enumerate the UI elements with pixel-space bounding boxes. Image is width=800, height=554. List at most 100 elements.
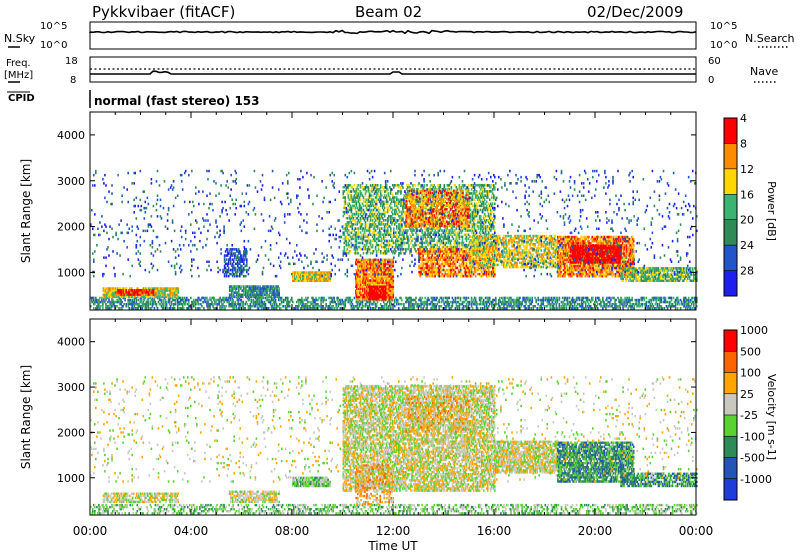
- heatmap-cell: [410, 236, 412, 239]
- heatmap-cell: [421, 229, 423, 232]
- heatmap-cell: [227, 248, 229, 251]
- heatmap-cell: [513, 299, 515, 302]
- heatmap-cell: [243, 301, 245, 304]
- heatmap-cell: [423, 184, 425, 187]
- heatmap-cell: [373, 250, 375, 253]
- heatmap-cell: [399, 211, 401, 214]
- heatmap-cell: [673, 297, 675, 300]
- nsky-tick-bottom: 10^0: [40, 40, 67, 51]
- heatmap-cell: [677, 307, 679, 310]
- heatmap-cell: [166, 301, 168, 304]
- heatmap-cell: [530, 307, 532, 310]
- heatmap-cell: [412, 238, 414, 241]
- heatmap-cell: [642, 303, 644, 306]
- heatmap-cell: [344, 190, 346, 193]
- heatmap-cell: [201, 305, 203, 308]
- heatmap-cell: [237, 275, 239, 278]
- heatmap-cell: [398, 307, 400, 310]
- heatmap-cell: [557, 297, 559, 300]
- heatmap-cell: [398, 184, 400, 187]
- heatmap-cell: [380, 184, 382, 187]
- heatmap-cell: [125, 289, 127, 292]
- heatmap-cell: [583, 297, 585, 300]
- heatmap-cell: [199, 307, 201, 310]
- heatmap-cell: [535, 299, 537, 302]
- heatmap-cell: [379, 209, 381, 212]
- heatmap-cell: [153, 289, 155, 292]
- heatmap-cell: [387, 188, 389, 191]
- heatmap-cell: [499, 297, 501, 300]
- heatmap-cell: [318, 297, 320, 300]
- heatmap-cell: [322, 305, 324, 308]
- heatmap-cell: [592, 297, 594, 300]
- heatmap-cell: [562, 297, 564, 300]
- heatmap-cell: [358, 184, 360, 187]
- heatmap-cell: [592, 307, 594, 310]
- plot-title: Pykkvibaer (fitACF): [92, 3, 235, 21]
- heatmap-cell: [372, 244, 374, 247]
- heatmap-cell: [391, 234, 393, 237]
- heatmap-cell: [662, 307, 664, 310]
- heatmap-cell: [366, 223, 368, 226]
- heatmap-cell: [349, 240, 351, 243]
- heatmap-cell: [542, 307, 544, 310]
- heatmap-cell: [354, 184, 356, 187]
- heatmap-cell: [496, 303, 498, 306]
- heatmap-cell: [280, 307, 282, 310]
- heatmap-cell: [375, 229, 377, 232]
- heatmap-cell: [475, 297, 477, 300]
- heatmap-cell: [245, 307, 247, 310]
- heatmap-cell: [105, 303, 107, 306]
- heatmap-cell: [406, 307, 408, 310]
- heatmap-cell: [579, 297, 581, 300]
- heatmap-cell: [397, 299, 399, 302]
- heatmap-cell: [401, 303, 403, 306]
- heatmap-cell: [377, 301, 379, 304]
- heatmap-cell: [225, 305, 227, 308]
- heatmap-cell: [554, 307, 556, 310]
- heatmap-cell: [385, 286, 387, 289]
- nsky-label: N.Sky: [4, 32, 36, 45]
- heatmap-cell: [602, 297, 604, 300]
- heatmap-cell: [436, 297, 438, 300]
- heatmap-cell: [680, 307, 682, 310]
- heatmap-cell: [393, 242, 395, 245]
- heatmap-cell: [177, 287, 179, 290]
- heatmap-cell: [395, 250, 397, 253]
- heatmap-cell: [203, 307, 205, 310]
- heatmap-cell: [118, 307, 120, 310]
- heatmap-cell: [307, 297, 309, 300]
- heatmap-cell: [352, 213, 354, 216]
- heatmap-cell: [275, 299, 277, 302]
- heatmap-cell: [396, 225, 398, 228]
- heatmap-cell: [631, 297, 633, 300]
- heatmap-cell: [407, 229, 409, 232]
- heatmap-cell: [597, 303, 599, 306]
- heatmap-cell: [278, 287, 280, 290]
- heatmap-cell: [615, 299, 617, 302]
- heatmap-cell: [234, 301, 236, 304]
- heatmap-cell: [302, 299, 304, 302]
- heatmap-cell: [362, 223, 364, 226]
- heatmap-cell: [424, 297, 426, 300]
- heatmap-cell: [489, 297, 491, 300]
- heatmap-cell: [449, 297, 451, 300]
- heatmap-cell: [537, 297, 539, 300]
- heatmap-cell: [394, 196, 396, 199]
- heatmap-cell: [195, 307, 197, 310]
- heatmap-cell: [529, 297, 531, 300]
- heatmap-cell: [481, 297, 483, 300]
- heatmap-cell: [392, 209, 394, 212]
- heatmap-cell: [244, 269, 246, 272]
- freq-tick-top: 18: [65, 56, 78, 67]
- heatmap-cell: [390, 227, 392, 230]
- heatmap-cell: [377, 184, 379, 187]
- heatmap-cell: [358, 227, 360, 230]
- heatmap-cell: [482, 307, 484, 310]
- heatmap-cell: [460, 297, 462, 300]
- heatmap-cell: [120, 289, 122, 292]
- heatmap-cell: [472, 307, 474, 310]
- heatmap-cell: [373, 307, 375, 310]
- heatmap-cell: [423, 242, 425, 245]
- heatmap-cell: [415, 297, 417, 300]
